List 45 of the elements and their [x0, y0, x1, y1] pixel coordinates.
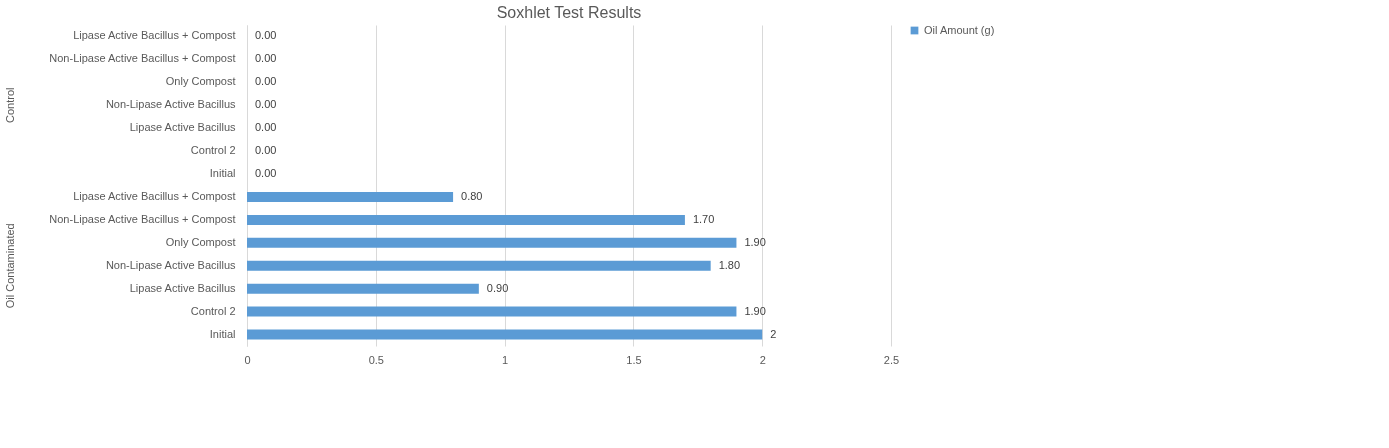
y-tick-label: Only Compost — [165, 235, 236, 248]
bar — [247, 306, 737, 317]
y-tick-label: Non-Lipase Active Bacillus + Compost — [49, 212, 236, 225]
y-tick-label: Control 2 — [190, 144, 236, 157]
text: 0.00 — [255, 52, 277, 65]
x-tick-label: 1.5 — [626, 353, 642, 366]
text: 0.80 — [461, 189, 483, 202]
text: 0.00 — [255, 98, 277, 111]
y-tick-label: Lipase Active Bacillus + Compost — [73, 29, 236, 42]
bar — [247, 260, 711, 271]
y-tick-label: Non-Lipase Active Bacillus — [105, 98, 236, 111]
text: 1.70 — [692, 212, 715, 225]
bar — [247, 191, 454, 202]
text: Oil Contaminated — [4, 223, 16, 309]
text: 0.00 — [255, 121, 277, 134]
text: 0.00 — [255, 29, 277, 42]
text: 1.90 — [744, 304, 766, 317]
bar — [247, 237, 737, 248]
x-tick-label: 2.5 — [883, 353, 900, 366]
x-tick-label: 0.5 — [368, 353, 384, 366]
y-tick-label: Initial — [209, 327, 236, 340]
bar — [247, 329, 763, 340]
legend-label: Oil Amount (g) — [924, 23, 995, 36]
y-tick-label: Non-Lipase Active Bacillus + Compost — [49, 52, 236, 65]
y-tick-label: Non-Lipase Active Bacillus — [105, 258, 236, 271]
y-tick-label: Initial — [209, 167, 236, 180]
text: 1.80 — [718, 258, 741, 271]
x-tick-label: 1 — [502, 353, 509, 366]
bar — [247, 214, 685, 225]
text: Control — [4, 87, 16, 123]
text: 0.00 — [255, 144, 277, 157]
y-tick-label: Lipase Active Bacillus — [129, 121, 236, 134]
y-tick-label: Only Compost — [165, 75, 236, 88]
text: 0.00 — [255, 167, 277, 180]
text: 0.00 — [255, 75, 277, 88]
text: 2 — [770, 327, 777, 340]
chart-title: Soxhlet Test Results — [496, 4, 642, 21]
text: 1.90 — [744, 235, 766, 248]
x-tick-label: 0 — [244, 353, 251, 366]
y-tick-label: Lipase Active Bacillus — [129, 281, 236, 294]
text: 0.90 — [486, 281, 509, 294]
y-tick-label: Lipase Active Bacillus + Compost — [73, 189, 236, 202]
x-tick-label: 2 — [759, 353, 766, 366]
bar — [247, 283, 479, 294]
y-tick-label: Control 2 — [190, 304, 236, 317]
